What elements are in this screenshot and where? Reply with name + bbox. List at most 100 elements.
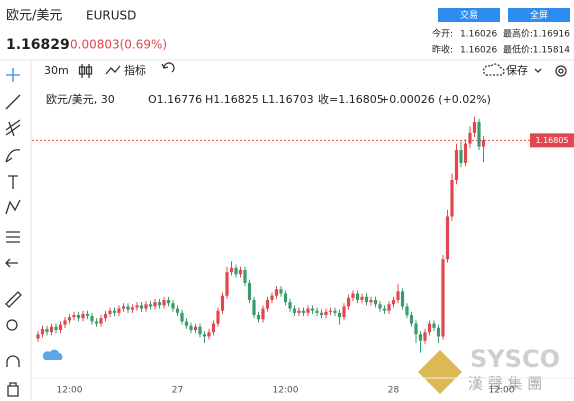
symbol-name: 欧元/美元 <box>6 9 62 24</box>
candle-body <box>414 323 418 335</box>
fullscreen-button-label[interactable]: 全屏 <box>530 9 548 21</box>
candle-body <box>180 312 184 322</box>
candle-body <box>202 334 207 337</box>
candle-body <box>387 304 391 311</box>
x-tick-label: 12:00 <box>273 386 299 396</box>
candle-body <box>90 316 94 322</box>
candle-body <box>418 334 423 341</box>
lock-tool[interactable] <box>7 382 19 397</box>
candle-body <box>139 305 144 309</box>
candle-body <box>234 267 238 275</box>
candle-body <box>99 318 103 324</box>
candle-body <box>319 312 324 315</box>
candle-body <box>108 310 112 314</box>
indicator-icon[interactable] <box>105 65 121 75</box>
candle-body <box>427 323 432 333</box>
zoom-tool[interactable] <box>6 319 18 331</box>
stat-value: 1.16916 <box>533 30 570 40</box>
interval[interactable]: 30m <box>44 64 69 77</box>
candle-body <box>450 180 454 217</box>
candle-body <box>459 150 463 163</box>
candle-body <box>463 143 468 163</box>
candle-body <box>225 272 229 296</box>
trade-button[interactable] <box>438 8 500 22</box>
candle-body <box>76 315 81 319</box>
symbol-code: EURUSD <box>86 9 136 23</box>
brush-tool[interactable] <box>5 149 21 163</box>
candle-body <box>45 328 49 333</box>
candle-body <box>342 306 346 318</box>
candle-body <box>229 267 234 273</box>
candle-body <box>153 302 157 307</box>
candle-body <box>247 282 252 300</box>
stat-value: 1.16026 <box>460 46 497 56</box>
candle-body <box>441 259 445 337</box>
candle-body <box>373 300 378 305</box>
candle-body <box>67 317 72 321</box>
stat-label: 昨收: <box>432 44 453 56</box>
x-tick-label: 27 <box>172 386 183 396</box>
save[interactable]: 保存 <box>506 63 528 77</box>
trade-button-label[interactable]: 交易 <box>460 9 478 21</box>
candle-body <box>175 308 180 313</box>
candle-body <box>94 321 99 324</box>
candle-type-icon[interactable] <box>78 64 93 78</box>
candle-body <box>382 308 387 311</box>
trendline-tool[interactable] <box>5 94 21 110</box>
indicators[interactable]: 指标 <box>124 63 146 77</box>
ruler-tool[interactable] <box>5 291 22 308</box>
price-tag <box>530 133 574 148</box>
candle-body <box>423 332 427 341</box>
magnet-tool[interactable] <box>6 355 20 367</box>
candle-body <box>436 327 441 337</box>
candle-body <box>193 326 198 330</box>
legend-high: H1.16825 <box>205 93 259 106</box>
candle-body <box>144 304 148 309</box>
candle-body <box>58 324 63 330</box>
cloud-badge <box>42 349 63 360</box>
settings-icon[interactable] <box>555 65 567 77</box>
candle-body <box>130 307 135 310</box>
fullscreen-button[interactable] <box>508 8 570 22</box>
candle-body <box>355 293 360 300</box>
prediction-tool[interactable] <box>6 231 20 243</box>
candle-body <box>297 310 301 313</box>
stat-value: 1.16026 <box>460 30 497 40</box>
x-tick-label: 12:00 <box>489 386 515 396</box>
pattern-tool[interactable] <box>5 199 21 215</box>
crosshair-tool[interactable] <box>6 68 20 82</box>
candle-body <box>117 308 121 313</box>
candle-body <box>292 308 297 313</box>
undo-icon[interactable] <box>161 62 175 73</box>
candle-body <box>157 302 162 306</box>
price-change: 0.00803(0.69%) <box>70 38 167 52</box>
candle-body <box>243 270 247 283</box>
watermark-name: 漢 聲 集 團 <box>468 375 542 393</box>
candle-body <box>72 315 76 318</box>
candle-body <box>216 310 220 324</box>
candle-body <box>400 291 405 307</box>
back-tool[interactable] <box>5 258 18 268</box>
text-tool[interactable] <box>8 175 18 189</box>
legend-change: +0.00026 (+0.02%) <box>380 93 491 106</box>
candle-body <box>360 296 364 300</box>
watermark-logo-text: SYSCO <box>470 345 560 373</box>
candle-body <box>126 306 130 310</box>
candle-body <box>351 293 355 298</box>
candle-body <box>162 300 166 306</box>
fib-tool[interactable] <box>5 119 21 137</box>
dropdown-icon[interactable] <box>534 68 542 73</box>
candle-body <box>432 323 436 328</box>
candle-body <box>346 297 351 307</box>
candle-body <box>54 326 58 330</box>
candle-body <box>328 310 333 312</box>
stat-value: 1.15814 <box>533 46 570 56</box>
candle-body <box>121 306 126 309</box>
cloud-icon[interactable] <box>482 63 505 76</box>
candle-body <box>220 295 225 311</box>
legend-open: O1.16776 <box>148 93 202 106</box>
candle-body <box>396 291 400 300</box>
candle-body <box>454 150 459 180</box>
candle-body <box>288 302 292 309</box>
